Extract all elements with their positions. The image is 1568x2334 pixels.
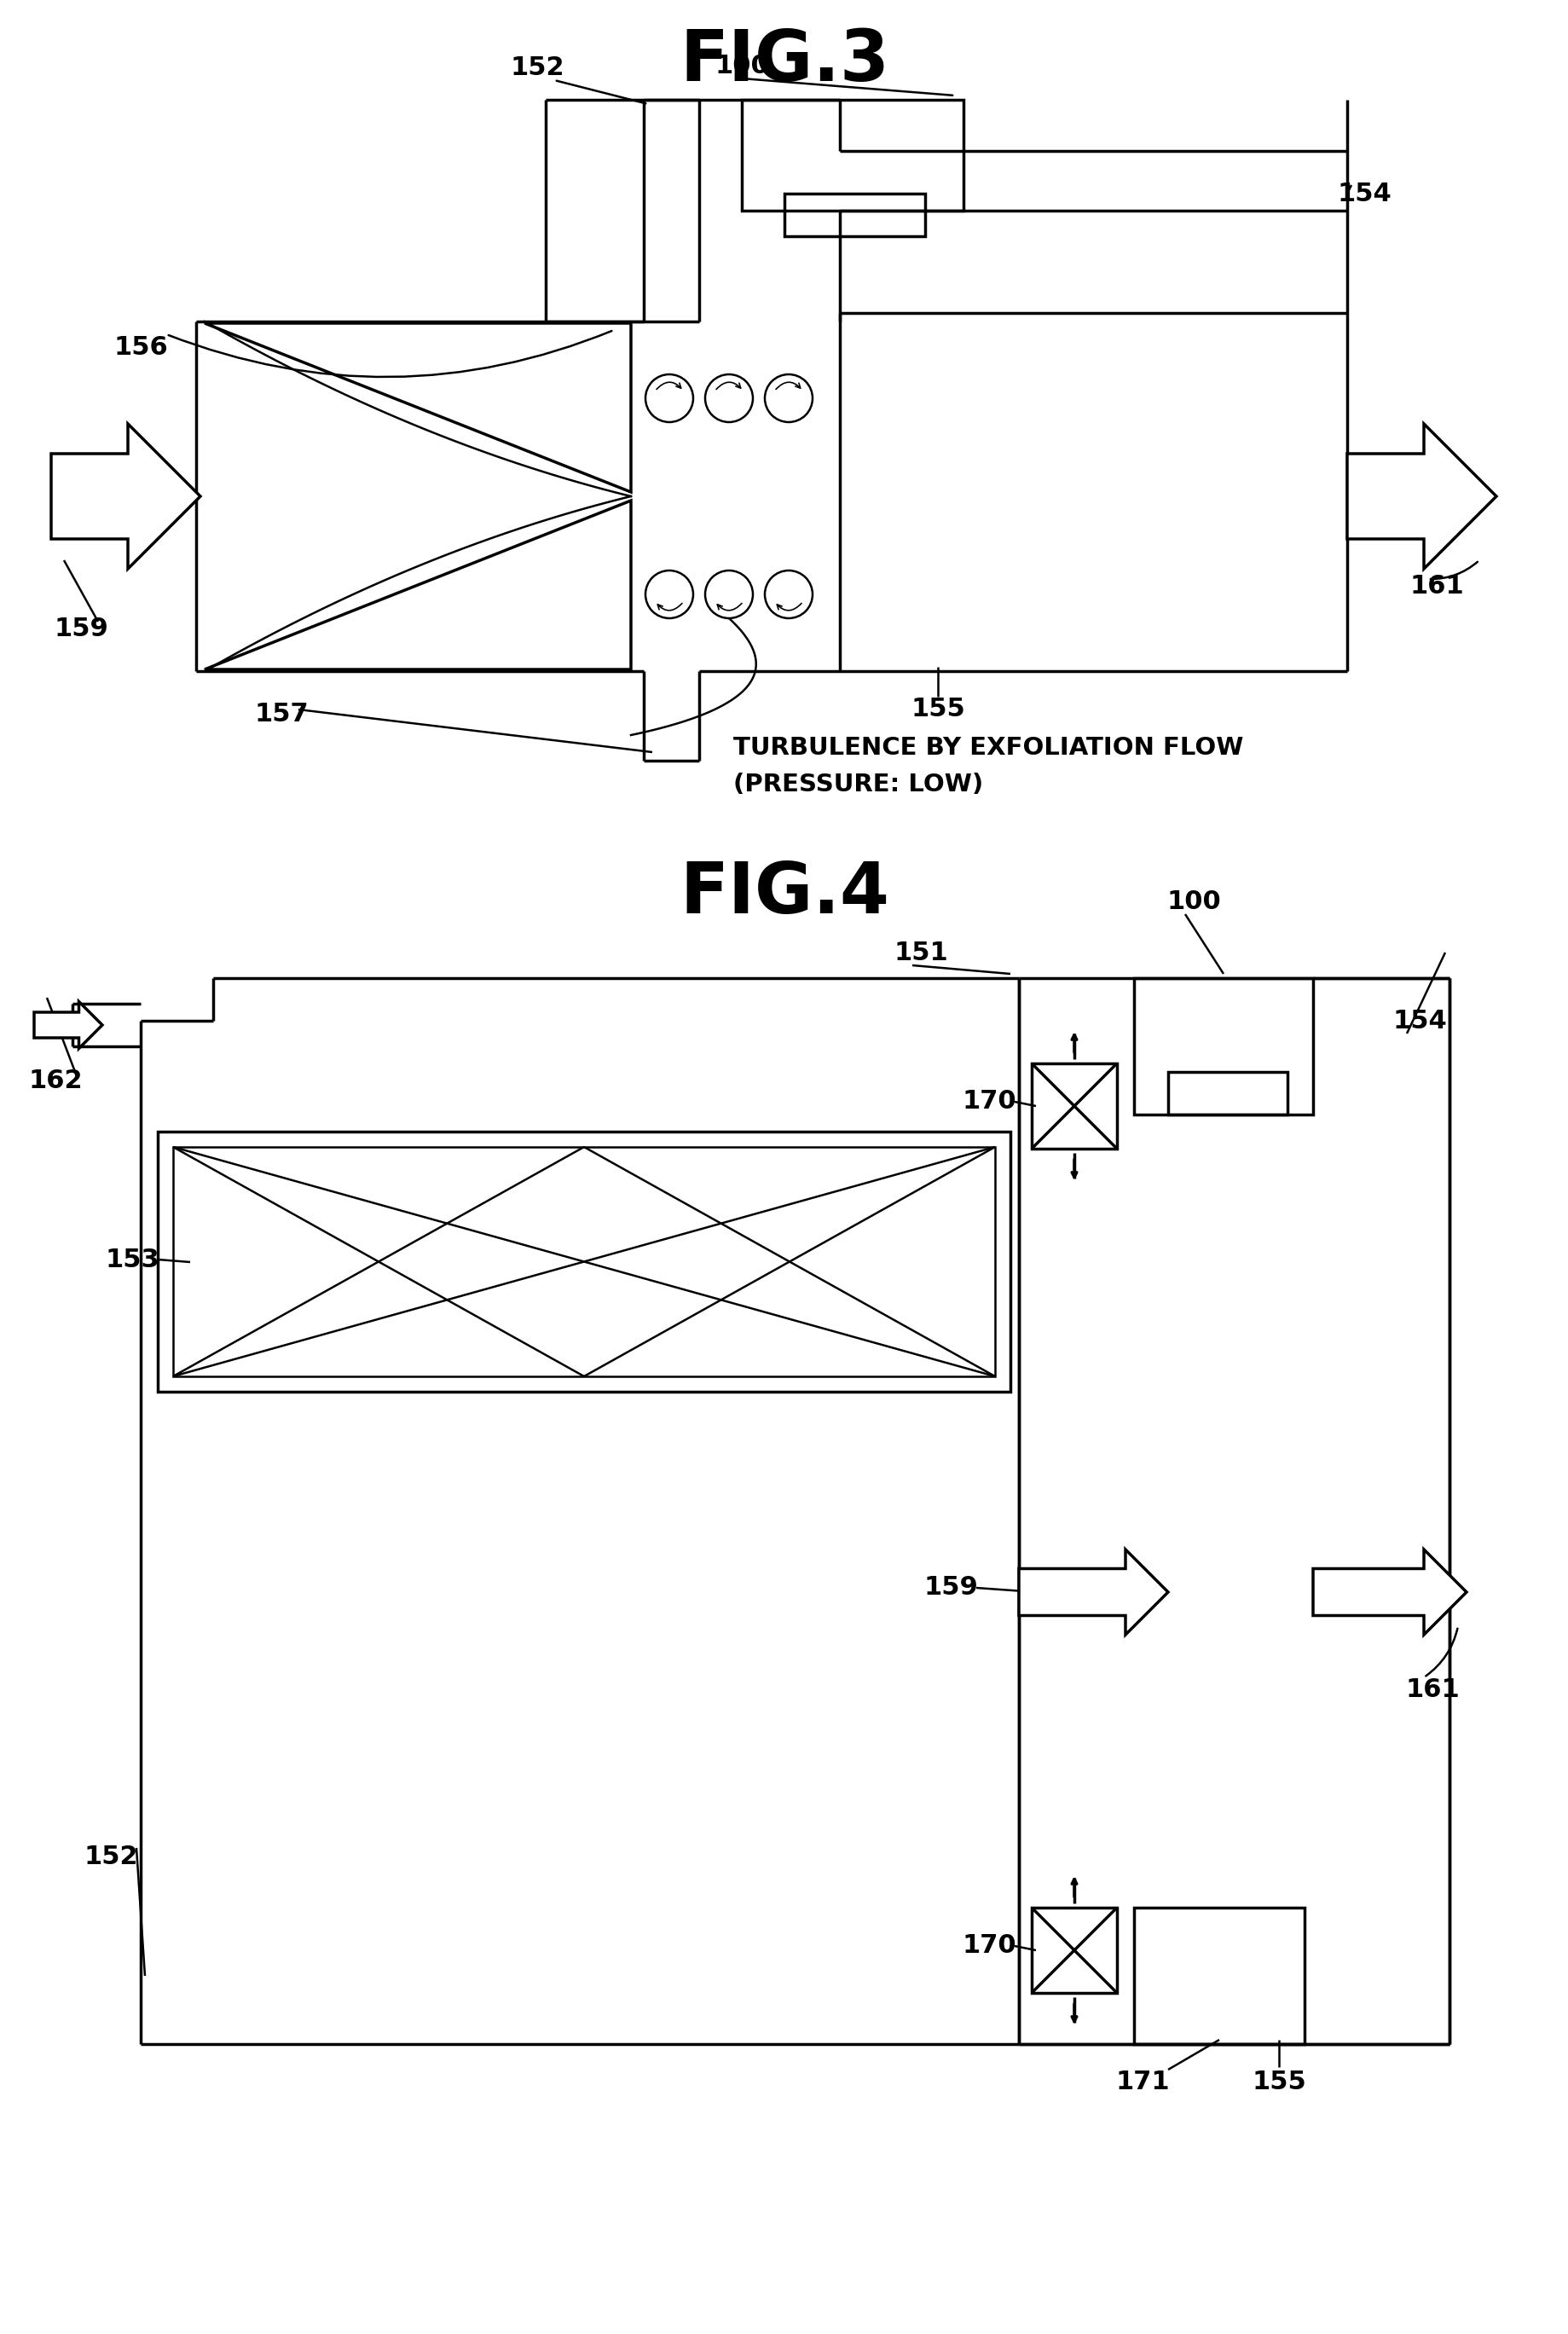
Text: FIG.4: FIG.4 <box>679 859 889 927</box>
Text: 161: 161 <box>1405 1678 1460 1701</box>
Bar <box>1032 1907 1116 1993</box>
Bar <box>172 1146 996 1377</box>
Text: 162: 162 <box>28 1069 83 1092</box>
Text: 154: 154 <box>1338 182 1391 205</box>
Text: 155: 155 <box>1251 2070 1306 2096</box>
Circle shape <box>765 569 812 619</box>
Text: 159: 159 <box>924 1575 978 1601</box>
Text: 161: 161 <box>1410 574 1465 598</box>
Text: 171: 171 <box>1115 2070 1170 2096</box>
Text: (PRESSURE: LOW): (PRESSURE: LOW) <box>734 773 983 796</box>
Polygon shape <box>205 499 630 670</box>
Polygon shape <box>34 1001 102 1048</box>
Text: 100: 100 <box>715 54 768 77</box>
Text: 157: 157 <box>254 703 309 726</box>
Polygon shape <box>52 425 201 569</box>
Text: 152: 152 <box>510 56 564 79</box>
Bar <box>784 194 925 236</box>
Text: 156: 156 <box>113 334 168 359</box>
Text: 170: 170 <box>961 1090 1016 1113</box>
Bar <box>1032 1064 1116 1148</box>
Circle shape <box>706 373 753 422</box>
Bar <box>1134 978 1312 1116</box>
Circle shape <box>646 373 693 422</box>
Polygon shape <box>1347 425 1496 569</box>
Text: 170: 170 <box>961 1933 1016 1958</box>
Bar <box>742 100 963 210</box>
Circle shape <box>706 569 753 619</box>
Text: 153: 153 <box>105 1246 160 1272</box>
Circle shape <box>646 569 693 619</box>
Bar <box>1168 1071 1287 1116</box>
Text: 100: 100 <box>1167 889 1221 913</box>
Text: 159: 159 <box>53 616 108 642</box>
Polygon shape <box>205 322 630 492</box>
Bar <box>1134 1907 1305 2045</box>
Text: FIG.3: FIG.3 <box>679 28 889 96</box>
Polygon shape <box>1312 1550 1466 1634</box>
Circle shape <box>765 373 812 422</box>
Bar <box>158 1132 1010 1391</box>
Text: 154: 154 <box>1392 1008 1447 1034</box>
Text: 152: 152 <box>83 1844 138 1870</box>
Text: TURBULENCE BY EXFOLIATION FLOW: TURBULENCE BY EXFOLIATION FLOW <box>734 735 1243 761</box>
Polygon shape <box>1019 1550 1168 1634</box>
Text: 155: 155 <box>911 698 964 721</box>
Text: 151: 151 <box>894 941 949 964</box>
